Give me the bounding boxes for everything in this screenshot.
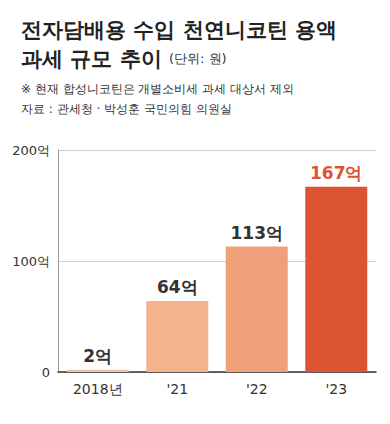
svg-text:'23: '23 <box>325 381 347 397</box>
svg-text:64억: 64억 <box>157 277 198 297</box>
svg-text:과세 규모 추이: 과세 규모 추이 <box>21 47 169 71</box>
svg-text:자료 : 관세청 · 박성훈 국민의힘 의원실: 자료 : 관세청 · 박성훈 국민의힘 의원실 <box>21 102 232 116</box>
svg-text:(단위: 원): (단위: 원) <box>169 51 227 66</box>
svg-text:2018년: 2018년 <box>73 381 123 397</box>
svg-text:167억: 167억 <box>310 163 363 183</box>
svg-text:※ 현재 합성니코틴은 개별소비세 과세 대상서 제외: ※ 현재 합성니코틴은 개별소비세 과세 대상서 제외 <box>21 82 294 96</box>
svg-text:113억: 113억 <box>231 223 284 243</box>
svg-text:'22: '22 <box>246 381 268 397</box>
svg-text:0: 0 <box>42 365 50 380</box>
svg-text:200억: 200억 <box>12 143 50 158</box>
svg-text:100억: 100억 <box>12 254 50 269</box>
svg-text:2억: 2억 <box>83 346 112 366</box>
svg-text:전자담배용 수입 천연니코틴 용액: 전자담배용 수입 천연니코틴 용액 <box>21 18 337 42</box>
svg-text:'21: '21 <box>166 381 188 397</box>
